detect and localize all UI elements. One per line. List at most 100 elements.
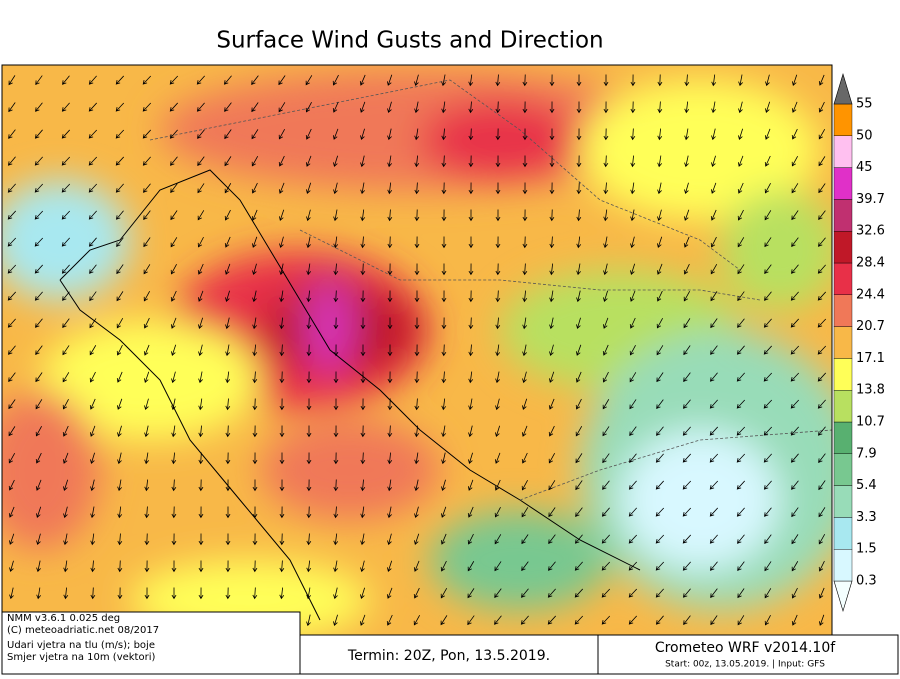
wind-arrow <box>279 371 285 384</box>
wind-arrow <box>440 506 447 518</box>
run-box <box>299 634 599 675</box>
wind-arrow <box>8 372 16 382</box>
wind-arrow <box>738 74 743 87</box>
wind-arrow <box>791 101 798 113</box>
wind-arrow <box>682 399 691 409</box>
wind-arrow <box>684 128 689 141</box>
wind-arrow <box>522 236 528 249</box>
wind-arrow <box>117 452 122 465</box>
wind-arrow <box>494 561 502 572</box>
wind-arrow <box>62 398 69 410</box>
wind-arrow <box>629 426 637 437</box>
wind-arrow <box>710 615 718 626</box>
colorbar-band <box>833 199 853 232</box>
wind-arrow <box>736 372 745 382</box>
wind-arrow <box>8 479 15 491</box>
wind-arrow <box>333 506 339 519</box>
wind-arrow <box>817 318 827 328</box>
wind-arrow <box>520 615 529 625</box>
wind-arrow <box>468 425 473 438</box>
wind-arrow <box>603 101 609 114</box>
wind-arrow <box>360 587 366 599</box>
colorbar-band <box>833 326 853 359</box>
wind-arrow <box>710 345 718 355</box>
wind-arrow <box>143 210 151 220</box>
wind-arrow <box>63 533 68 546</box>
wind-arrow <box>197 183 205 194</box>
wind-arrow <box>171 371 176 384</box>
wind-arrow <box>88 75 97 85</box>
wind-arrow <box>602 426 610 437</box>
wind-arrow <box>494 452 501 464</box>
wind-arrow <box>62 75 70 85</box>
wind-arrow <box>333 209 338 222</box>
wind-arrow <box>142 156 151 166</box>
wind-arrow <box>682 480 692 490</box>
wind-arrow <box>252 533 258 546</box>
wind-arrow <box>709 426 719 436</box>
wind-arrow <box>629 344 636 356</box>
wind-arrow <box>333 317 339 330</box>
borders <box>149 79 832 501</box>
wind-arrow <box>414 101 419 114</box>
wind-arrow <box>818 560 825 572</box>
wind-arrow <box>495 182 501 195</box>
wind-arrow <box>170 290 177 302</box>
wind-arrow <box>709 372 718 382</box>
wind-arrow <box>278 102 286 113</box>
wind-arrow <box>306 452 312 465</box>
wind-arrow <box>62 372 70 383</box>
wind-arrow <box>278 155 285 167</box>
wind-arrow <box>684 74 690 87</box>
wind-arrow <box>360 209 366 222</box>
wind-arrow <box>198 344 203 357</box>
wind-arrow <box>495 290 501 303</box>
wind-arrow <box>90 587 96 600</box>
model-info: NMM v3.6.1 0.025 deg <box>7 613 120 624</box>
wind-arrow <box>360 452 366 465</box>
wind-arrow <box>306 263 312 276</box>
wind-arrow <box>61 129 70 139</box>
wind-arrow <box>197 290 204 302</box>
wind-arrow <box>225 398 231 411</box>
wind-arrow <box>682 507 692 517</box>
wind-arrow <box>8 129 16 139</box>
wind-arrow <box>468 128 474 141</box>
colorbar-band <box>833 517 853 550</box>
wind-arrow <box>359 101 366 113</box>
wind-arrow <box>170 183 178 194</box>
wind-arrow <box>790 318 800 328</box>
wind-arrow <box>252 263 257 276</box>
wind-arrow <box>468 209 474 222</box>
colorbar-band <box>833 135 853 168</box>
wind-arrow <box>7 183 16 193</box>
wind-arrow <box>224 183 232 194</box>
wind-arrow <box>142 183 151 193</box>
wind-arrow <box>603 236 608 249</box>
wind-arrow <box>360 263 366 276</box>
wind-arrow <box>387 479 393 492</box>
wind-arrow <box>440 588 448 599</box>
wind-arrow <box>763 399 773 409</box>
wind-arrow <box>628 615 637 625</box>
wind-arrow <box>414 209 420 222</box>
wind-arrow <box>252 425 258 438</box>
wind-arrow <box>764 614 771 626</box>
wind-arrow <box>35 452 42 464</box>
wind-arrow <box>35 102 43 112</box>
wind-arrow <box>198 533 204 546</box>
wind-arrow <box>602 344 609 356</box>
wind-arrow <box>549 236 555 249</box>
wind-arrow <box>737 561 745 572</box>
wind-arrow <box>170 210 178 221</box>
wind-arrow <box>35 425 42 437</box>
wind-arrow <box>441 263 447 276</box>
wind-arrow <box>223 75 232 85</box>
wind-arrow <box>387 236 393 249</box>
wind-arrow <box>603 290 608 303</box>
wind-vectors <box>7 74 827 627</box>
wind-arrow <box>387 263 393 276</box>
wind-arrow <box>441 344 447 357</box>
wind-arrow <box>630 155 636 168</box>
wind-arrow <box>657 74 663 87</box>
